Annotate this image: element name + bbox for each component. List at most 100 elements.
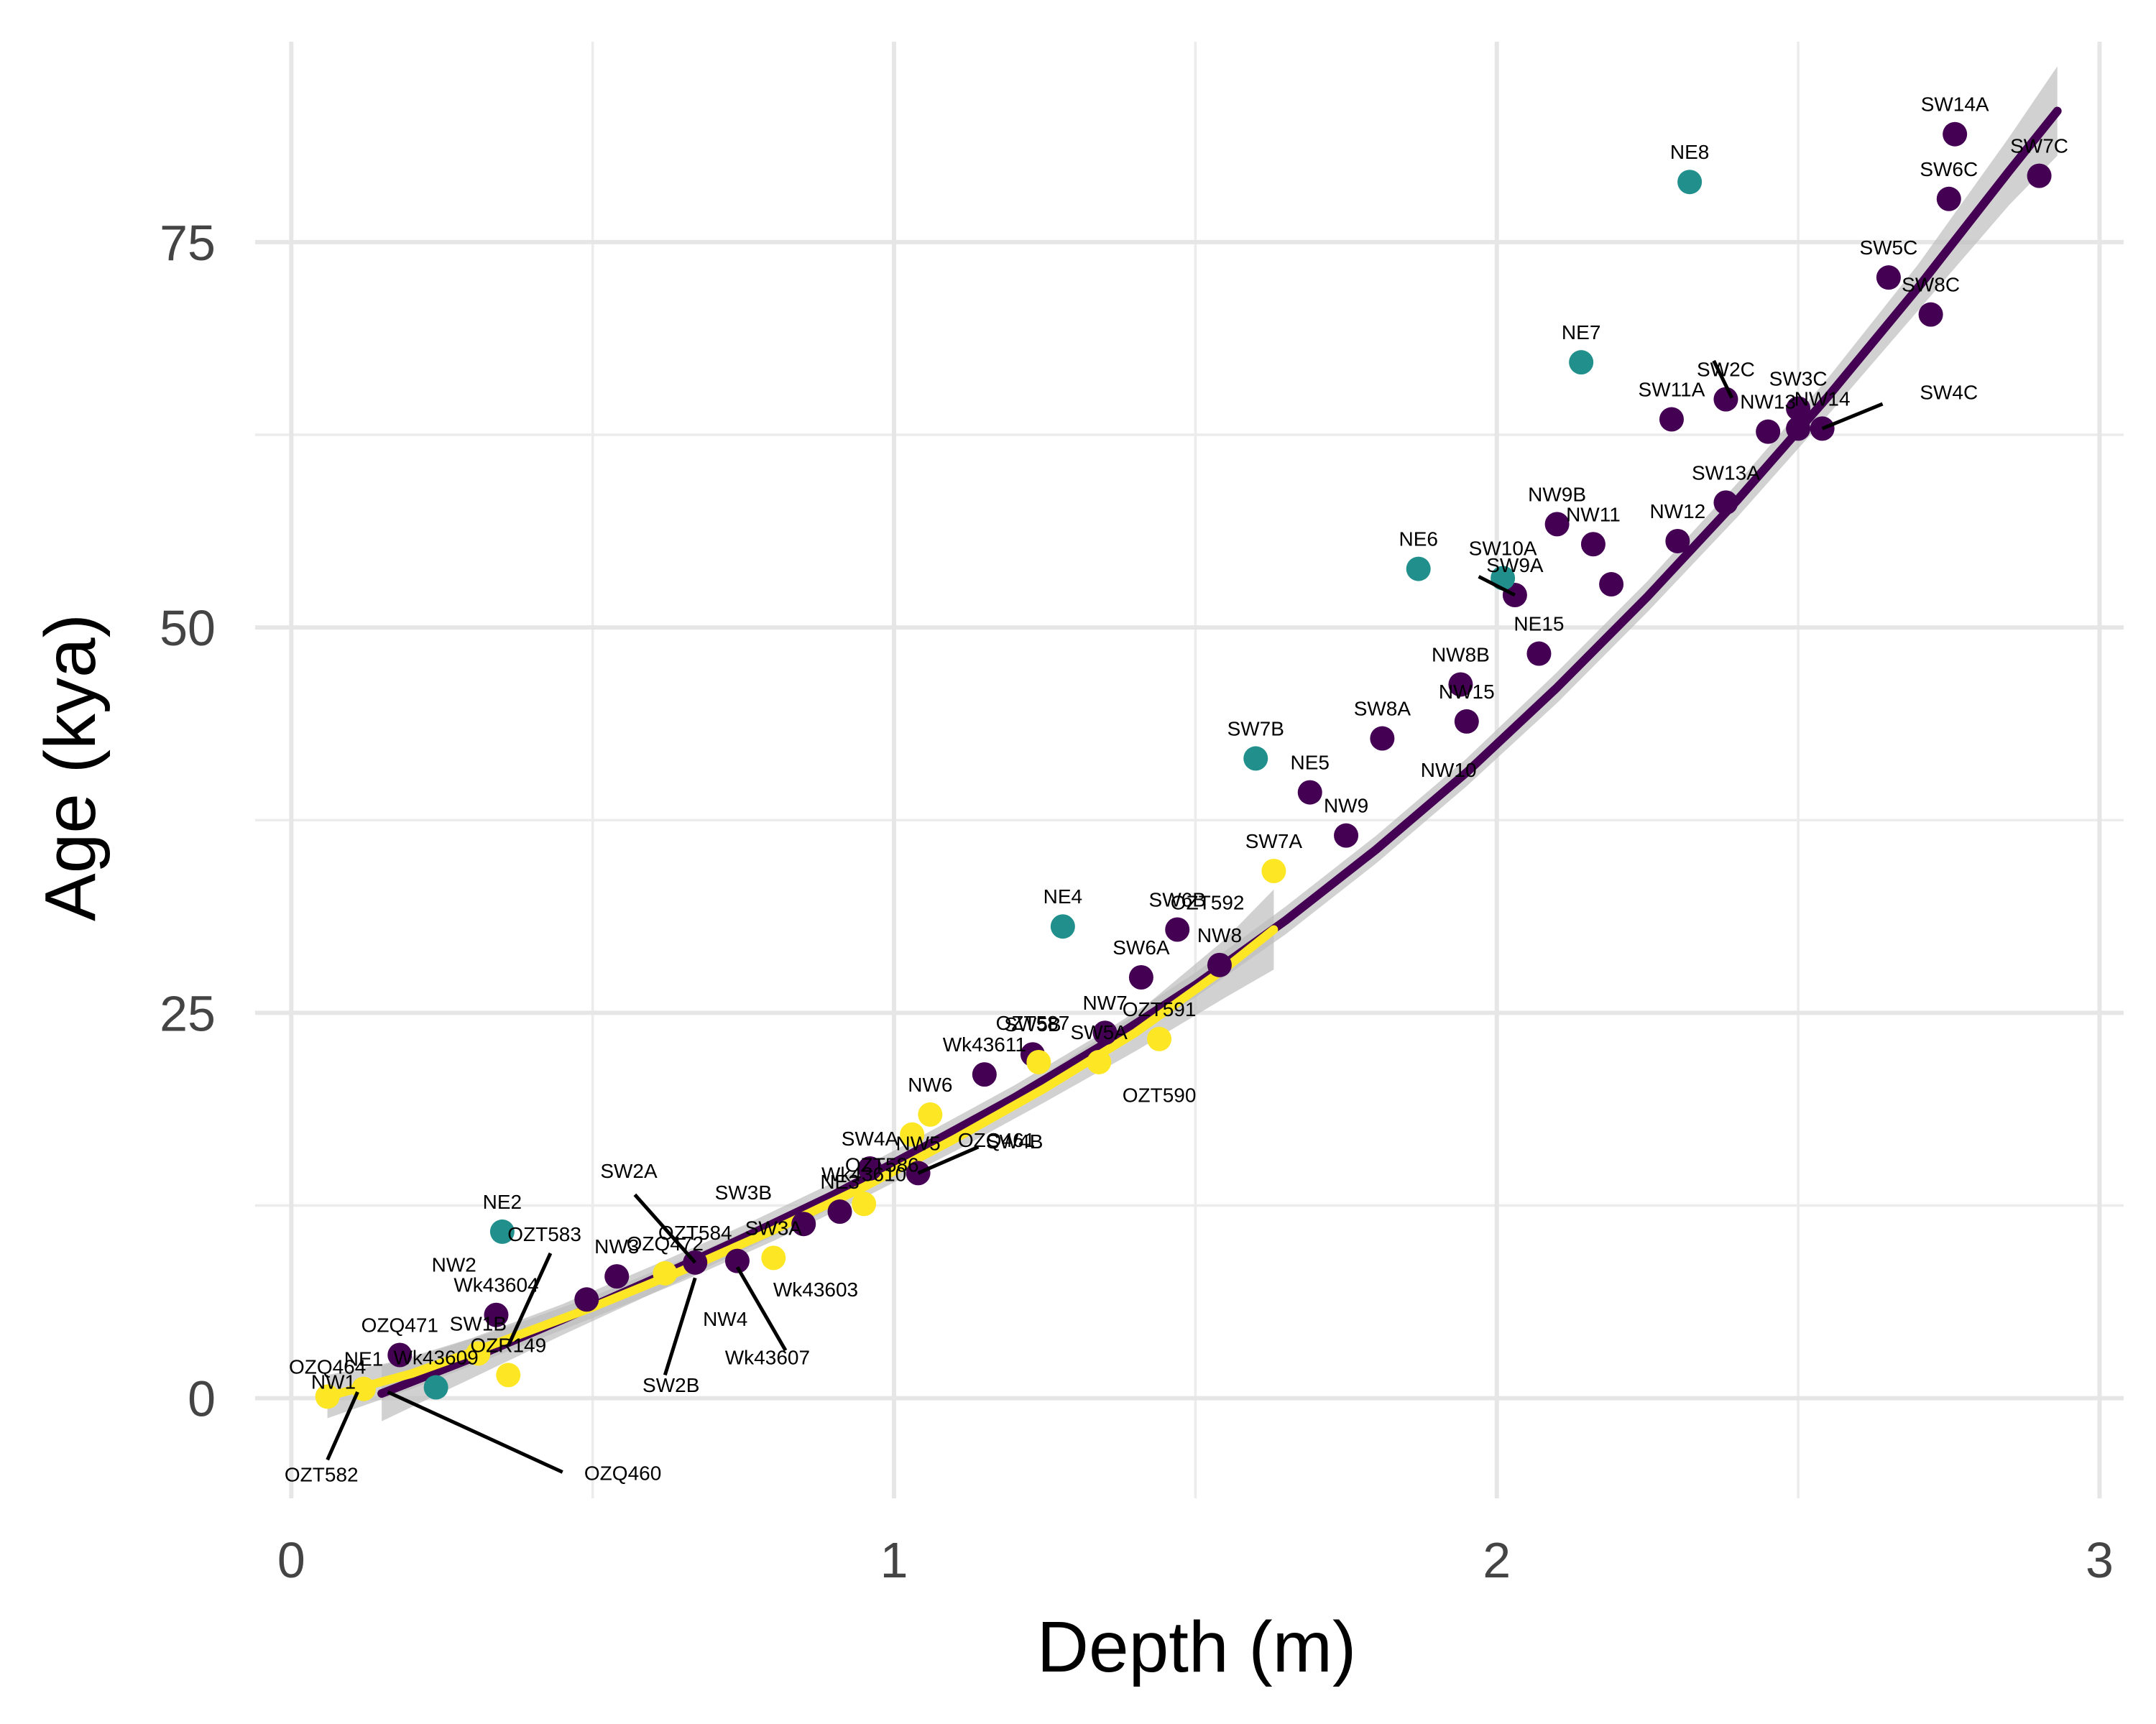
point-label: Wk43604 — [453, 1274, 538, 1296]
data-point — [604, 1264, 630, 1289]
point-labels: OZQ471Wk43604NW3OZT584NE3SW4ANW5Wk43611S… — [285, 93, 2068, 1486]
point-label: Wk43610 — [821, 1163, 906, 1185]
tick-labels: 0 1 2 3 0 25 50 75 — [160, 215, 2114, 1588]
point-label: Wk43609 — [393, 1347, 478, 1369]
point-label: OZQ460 — [584, 1462, 661, 1484]
point-label: NW12 — [1649, 500, 1705, 522]
point-label: SW8C — [1902, 274, 1960, 296]
point-label: OZT592 — [1171, 892, 1245, 914]
point-label: SW11A — [1639, 379, 1705, 401]
point-label: OZQ472 — [627, 1232, 704, 1255]
data-point — [1943, 121, 1968, 147]
point-label: SW4A — [842, 1128, 899, 1150]
point-label: OZT583 — [507, 1223, 581, 1245]
point-label: SW7B — [1227, 717, 1284, 739]
label-leader-line — [1821, 402, 1884, 430]
data-point — [900, 1122, 925, 1147]
data-point — [918, 1102, 943, 1127]
data-point — [1876, 265, 1901, 290]
point-label: SW2B — [642, 1374, 699, 1396]
point-label: NW2 — [432, 1254, 476, 1276]
label-leader-line — [633, 1193, 697, 1264]
point-label: NW8B — [1432, 643, 1490, 665]
data-point — [1569, 350, 1594, 375]
point-label: NE4 — [1044, 885, 1082, 908]
point-label: OZT587 — [996, 1012, 1070, 1034]
data-point — [496, 1363, 521, 1388]
x-tick-label: 3 — [2086, 1532, 2114, 1588]
data-point — [1454, 709, 1479, 734]
data-point — [1370, 726, 1395, 751]
data-point — [466, 1341, 491, 1366]
data-point — [2027, 163, 2052, 188]
label-leader-line — [917, 1145, 980, 1175]
data-point — [387, 1342, 413, 1368]
grid — [255, 42, 2124, 1498]
y-tick-label: 75 — [160, 215, 216, 271]
data-point — [315, 1384, 340, 1409]
data-point — [1448, 672, 1473, 697]
data-point — [1580, 532, 1606, 557]
point-label: SW6A — [1112, 936, 1170, 959]
point-label: SW1B — [450, 1312, 507, 1335]
point-label: SW4C — [1920, 382, 1978, 404]
data-point — [791, 1212, 816, 1237]
point-label: NE6 — [1399, 528, 1437, 550]
y-tick-label: 25 — [160, 985, 216, 1041]
label-leader-line — [663, 1277, 697, 1376]
point-label: NW4 — [703, 1308, 747, 1330]
data-point — [1165, 917, 1190, 942]
point-label: OZQ471 — [361, 1314, 438, 1337]
point-label: NW5 — [895, 1132, 940, 1154]
point-label: Wk43607 — [725, 1346, 810, 1368]
point-label: NE1 — [344, 1348, 383, 1370]
point-label: NW11 — [1566, 503, 1621, 525]
data-point — [1261, 858, 1286, 883]
point-label: OZQ461 — [958, 1129, 1035, 1151]
point-label: NW15 — [1439, 681, 1495, 703]
point-label: SW3C — [1769, 368, 1828, 390]
point-label: SW3B — [715, 1181, 772, 1204]
data-point — [1659, 407, 1684, 432]
data-point — [1526, 641, 1552, 666]
point-label: NE8 — [1670, 141, 1709, 163]
data-point — [827, 1199, 852, 1225]
point-label: SW7A — [1245, 830, 1303, 852]
data-point — [1406, 556, 1431, 581]
point-label: SW6B — [1149, 889, 1206, 911]
point-label: Wk43611 — [943, 1033, 1026, 1056]
data-point — [1918, 302, 1943, 327]
data-point — [857, 1156, 883, 1181]
point-label: NW14 — [1795, 387, 1851, 410]
point-label: SW5A — [1071, 1021, 1128, 1043]
y-tick-label: 50 — [160, 600, 216, 656]
data-point — [1756, 419, 1781, 444]
point-label: NW7 — [1082, 992, 1127, 1014]
point-label: NW8 — [1197, 924, 1242, 946]
y-tick-label: 0 — [188, 1371, 216, 1427]
data-point — [574, 1287, 599, 1312]
data-point — [1334, 823, 1359, 848]
data-point — [972, 1062, 997, 1087]
data-point — [1147, 1026, 1172, 1051]
label-leader-line — [506, 1252, 553, 1347]
point-label: SW14A — [1921, 93, 1989, 116]
point-label: OZR149 — [470, 1334, 546, 1356]
point-label: OZT590 — [1123, 1084, 1197, 1107]
data-point — [761, 1245, 786, 1271]
point-label: OZT591 — [1123, 998, 1197, 1020]
point-label: SW13A — [1692, 461, 1760, 484]
data-point — [1544, 512, 1570, 537]
point-label: NW6 — [908, 1074, 952, 1096]
point-label: SW6C — [1920, 158, 1978, 180]
data-point — [1297, 780, 1322, 805]
point-label: SW10A — [1469, 537, 1537, 559]
label-leader-line — [1712, 359, 1734, 399]
point-label: OZT586 — [845, 1153, 919, 1176]
data-point — [724, 1248, 750, 1273]
point-label: NE7 — [1562, 321, 1600, 344]
data-point — [852, 1191, 877, 1217]
data-point — [1786, 396, 1811, 421]
point-label: NW10 — [1421, 759, 1477, 781]
